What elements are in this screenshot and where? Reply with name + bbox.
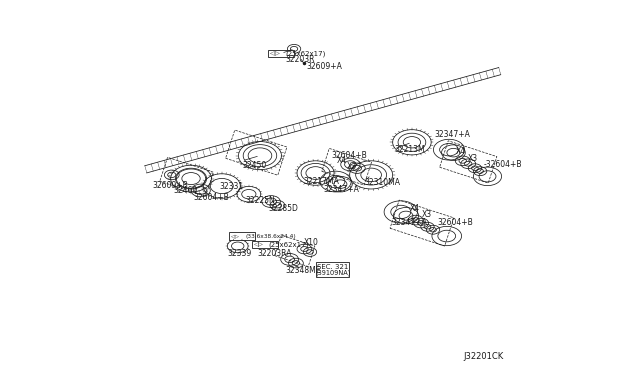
Text: ▷: ▷ [259, 242, 263, 247]
Text: 32285D: 32285D [269, 204, 299, 213]
Text: 32609+B: 32609+B [152, 181, 188, 190]
Text: X3: X3 [347, 162, 357, 171]
Text: (39109NA): (39109NA) [315, 270, 351, 276]
FancyBboxPatch shape [316, 262, 349, 277]
Text: SEC. 321: SEC. 321 [317, 264, 348, 270]
Text: 32217MA: 32217MA [303, 177, 339, 186]
Text: 32609+A: 32609+A [306, 62, 342, 71]
Text: ▷: ▷ [236, 234, 239, 238]
Text: (25x62x17): (25x62x17) [285, 50, 326, 57]
Text: 32347+A: 32347+A [435, 130, 471, 140]
Text: 32310MA: 32310MA [364, 178, 401, 187]
Text: 32203R: 32203R [286, 55, 316, 64]
Text: ◁: ◁ [253, 242, 258, 247]
Text: 32348ME: 32348ME [286, 266, 321, 275]
Text: 32225N: 32225N [245, 196, 275, 205]
Text: 32203RA: 32203RA [257, 249, 291, 258]
Text: (25x62x17): (25x62x17) [269, 241, 309, 248]
Text: X4: X4 [337, 156, 347, 165]
Text: X3: X3 [468, 154, 478, 163]
Text: 32347+A: 32347+A [391, 218, 427, 227]
Text: 32450: 32450 [242, 161, 266, 170]
Text: 32339: 32339 [227, 249, 252, 258]
Text: 32213M: 32213M [394, 145, 425, 154]
Text: ◁: ◁ [269, 51, 274, 56]
Text: -32604+B: -32604+B [484, 160, 522, 169]
Text: 32460: 32460 [173, 186, 198, 195]
Text: 32347+A: 32347+A [324, 185, 360, 194]
Text: 32604+B: 32604+B [331, 151, 367, 160]
Text: ◁: ◁ [230, 234, 234, 238]
Text: 32331: 32331 [219, 182, 243, 190]
Text: X4: X4 [456, 147, 466, 156]
FancyBboxPatch shape [252, 241, 278, 248]
Text: X4: X4 [410, 204, 420, 213]
Text: (33.6x38.6x24.4): (33.6x38.6x24.4) [246, 234, 296, 238]
Text: 32604+B: 32604+B [193, 193, 229, 202]
FancyBboxPatch shape [269, 49, 294, 57]
Text: X3: X3 [422, 211, 431, 219]
Text: J32201CK: J32201CK [463, 352, 504, 361]
Text: X10: X10 [303, 238, 318, 247]
Text: 32604+B: 32604+B [438, 218, 474, 227]
Text: ▷: ▷ [275, 51, 280, 56]
FancyBboxPatch shape [229, 232, 255, 240]
